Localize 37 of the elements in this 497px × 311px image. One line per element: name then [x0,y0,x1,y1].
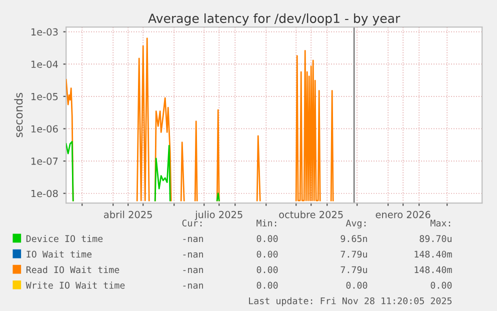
text: 7.79u [340,250,367,258]
x-tick-label: julio 2025 [194,210,242,220]
text: Avg: [346,220,366,228]
legend-label: Device IO time [26,234,103,242]
text: -nan [183,252,203,258]
y-tick-label: 1e-08 [31,190,58,198]
y-tick-label: 1e-04 [31,60,58,68]
text: Last update: Fri Nov 28 11:20:05 2025 [249,297,452,306]
text: Min: [256,219,276,226]
text: 148.40m [414,250,452,258]
text: 9.65n [340,235,367,242]
y-tick-label: 1e-03 [31,28,58,36]
text: -nan [183,268,203,274]
text: 0.00 [430,282,452,289]
text: 0.00 [256,266,278,274]
chart-title: Average latency for /dev/loop1 - by year [148,13,400,26]
text: -nan [183,236,203,242]
text: 0.00 [346,282,368,289]
legend-label: Write IO Wait time [26,282,125,289]
x-tick-label: abril 2025 [104,210,152,218]
legend-label: Read IO Wait time [26,266,120,274]
y-tick-label: 1e-05 [31,92,58,100]
text: 7.79u [340,266,367,274]
y-tick-label: 1e-06 [31,125,58,133]
x-tick-label: octubre 2025 [279,210,343,218]
text: 0.00 [256,235,278,242]
text: Cur: [182,220,202,227]
y-axis-title: seconds [14,92,23,138]
legend-label: IO Wait time [26,250,92,258]
text: 0.00 [256,282,278,289]
y-tick-label: 1e-07 [31,158,58,165]
text: 89.70u [420,235,452,242]
text: -nan [183,283,203,289]
text: 0.00 [256,250,278,258]
text: 148.40m [414,266,452,274]
text: Max: [430,220,450,227]
x-tick-label: enero 2026 [376,210,430,218]
